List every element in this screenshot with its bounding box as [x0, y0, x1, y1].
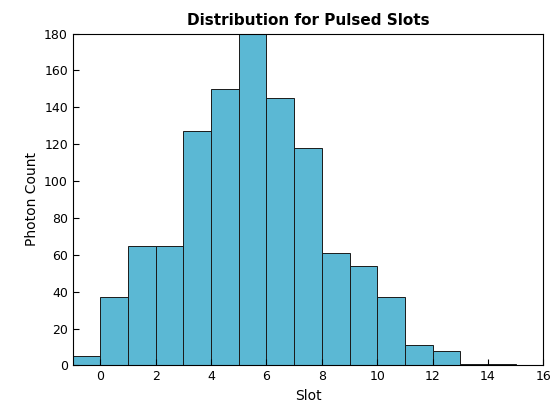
Bar [294, 148, 322, 365]
Bar [488, 364, 516, 365]
Bar [349, 266, 377, 365]
Bar [128, 246, 156, 365]
Title: Distribution for Pulsed Slots: Distribution for Pulsed Slots [186, 13, 430, 28]
Bar [184, 131, 211, 365]
Bar [322, 253, 349, 365]
Bar [405, 345, 432, 365]
Bar [267, 98, 294, 365]
Bar [460, 364, 488, 365]
Bar [211, 89, 239, 365]
Y-axis label: Photon Count: Photon Count [25, 152, 39, 247]
Bar [73, 356, 100, 365]
Bar [239, 34, 267, 365]
Bar [100, 297, 128, 365]
Bar [377, 297, 405, 365]
Bar [432, 351, 460, 365]
X-axis label: Slot: Slot [295, 389, 321, 403]
Bar [156, 246, 184, 365]
